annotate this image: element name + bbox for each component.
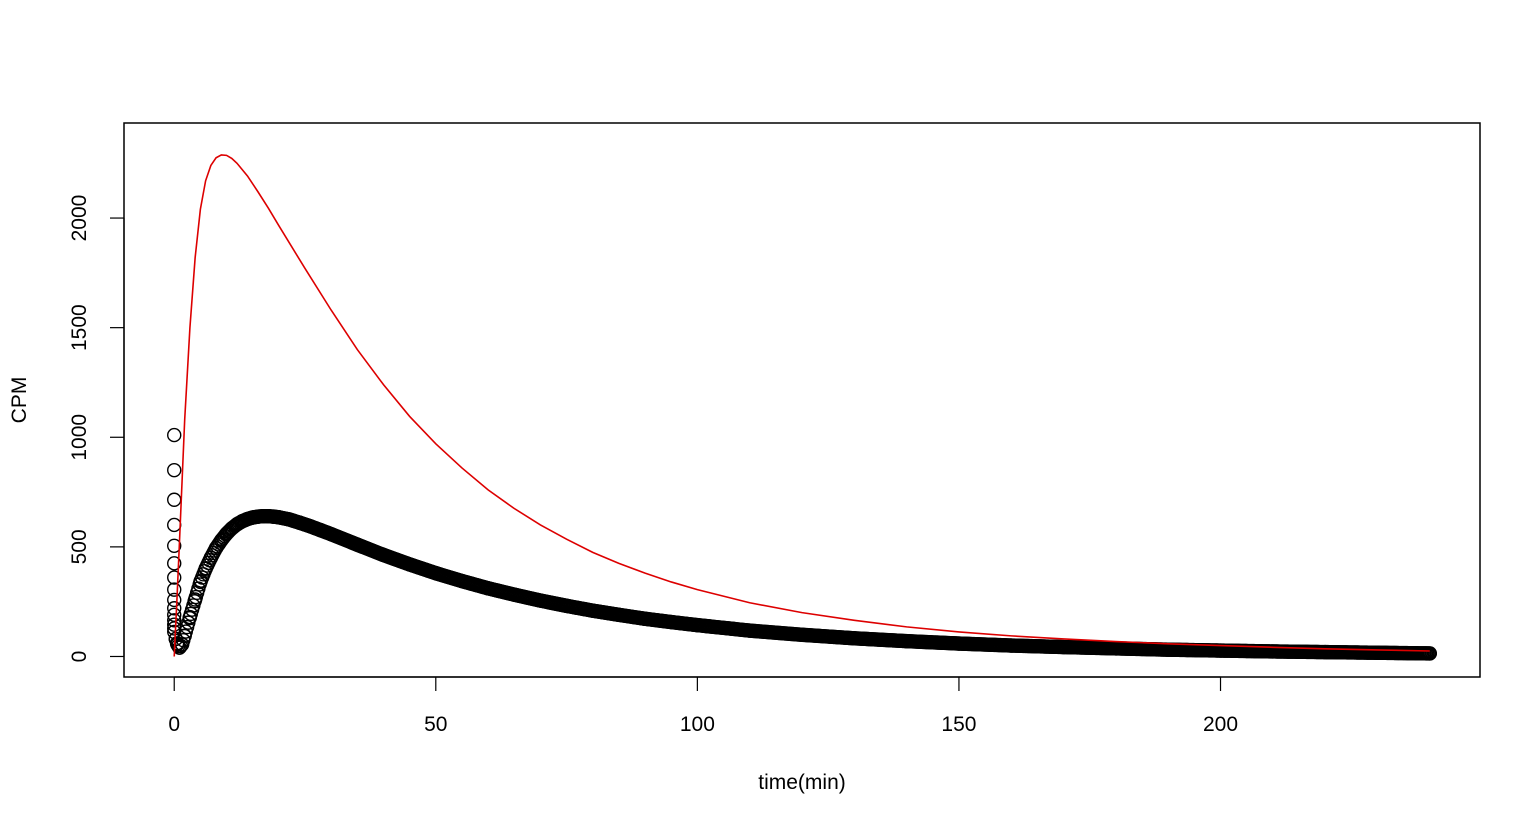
data-point bbox=[794, 627, 810, 642]
data-point bbox=[167, 462, 182, 478]
x-axis-title: time(min) bbox=[758, 771, 846, 794]
y-tick-label: 500 bbox=[68, 529, 91, 564]
data-point bbox=[637, 611, 653, 626]
data-point bbox=[240, 511, 255, 527]
fitted-curve-line bbox=[173, 154, 1430, 657]
data-point bbox=[559, 598, 574, 614]
y-axis-title: CPM bbox=[8, 377, 31, 424]
data-point bbox=[376, 547, 391, 563]
data-point bbox=[167, 556, 182, 571]
x-axis: 0 50 100 150 200 bbox=[168, 676, 1238, 736]
data-point bbox=[255, 508, 271, 524]
data-point bbox=[250, 509, 266, 524]
scatter-points bbox=[167, 427, 1437, 661]
data-point bbox=[1370, 645, 1385, 660]
x-tick-label: 200 bbox=[1203, 713, 1238, 736]
data-point bbox=[664, 614, 679, 630]
data-point bbox=[271, 510, 287, 525]
data-point bbox=[1056, 639, 1071, 655]
data-point bbox=[428, 565, 443, 581]
data-point bbox=[187, 592, 203, 607]
y-tick-label: 1000 bbox=[68, 414, 91, 461]
data-point bbox=[219, 526, 234, 541]
data-point bbox=[208, 540, 224, 556]
data-point bbox=[167, 592, 182, 608]
data-point bbox=[1317, 644, 1333, 660]
data-point bbox=[1213, 643, 1228, 658]
data-point bbox=[611, 607, 627, 623]
data-point bbox=[951, 636, 967, 651]
data-point bbox=[585, 603, 600, 618]
data-point bbox=[224, 521, 239, 536]
data-point bbox=[167, 601, 182, 616]
x-tick-label: 0 bbox=[168, 713, 180, 736]
data-point bbox=[323, 526, 339, 542]
data-point bbox=[313, 523, 328, 538]
data-point bbox=[245, 510, 260, 525]
y-tick-label: 1500 bbox=[68, 304, 91, 351]
x-tick-label: 150 bbox=[941, 713, 976, 736]
data-point bbox=[454, 573, 470, 589]
y-tick-label: 0 bbox=[68, 651, 91, 663]
data-point bbox=[402, 557, 417, 572]
data-point bbox=[1265, 644, 1281, 659]
plot-marks bbox=[167, 154, 1437, 661]
data-point bbox=[167, 538, 182, 553]
data-point bbox=[266, 509, 281, 524]
data-point bbox=[742, 623, 757, 638]
data-point bbox=[177, 628, 192, 643]
data-point bbox=[182, 609, 198, 625]
data-point bbox=[170, 637, 185, 652]
data-point bbox=[303, 519, 318, 534]
data-point bbox=[899, 633, 914, 649]
data-point bbox=[282, 512, 297, 527]
data-point bbox=[533, 593, 548, 608]
data-point bbox=[690, 617, 705, 633]
data-point bbox=[172, 640, 187, 655]
data-point bbox=[167, 570, 182, 585]
data-point bbox=[167, 617, 182, 632]
data-point bbox=[1004, 638, 1019, 653]
scatter-band bbox=[168, 508, 1437, 661]
data-point bbox=[507, 587, 522, 602]
data-point bbox=[167, 621, 182, 636]
data-point bbox=[167, 582, 182, 597]
x-tick-label: 50 bbox=[424, 713, 447, 736]
data-point bbox=[193, 574, 208, 590]
data-point bbox=[480, 581, 496, 596]
data-point bbox=[292, 515, 307, 530]
y-axis: 0 500 1000 1500 2000 bbox=[68, 195, 125, 663]
data-point bbox=[847, 631, 862, 646]
data-point bbox=[1422, 646, 1437, 661]
data-point bbox=[167, 427, 182, 443]
data-point bbox=[261, 508, 276, 524]
data-point bbox=[167, 613, 182, 628]
y-tick-label: 2000 bbox=[68, 195, 91, 242]
data-point bbox=[350, 537, 365, 552]
x-tick-label: 100 bbox=[680, 713, 715, 736]
